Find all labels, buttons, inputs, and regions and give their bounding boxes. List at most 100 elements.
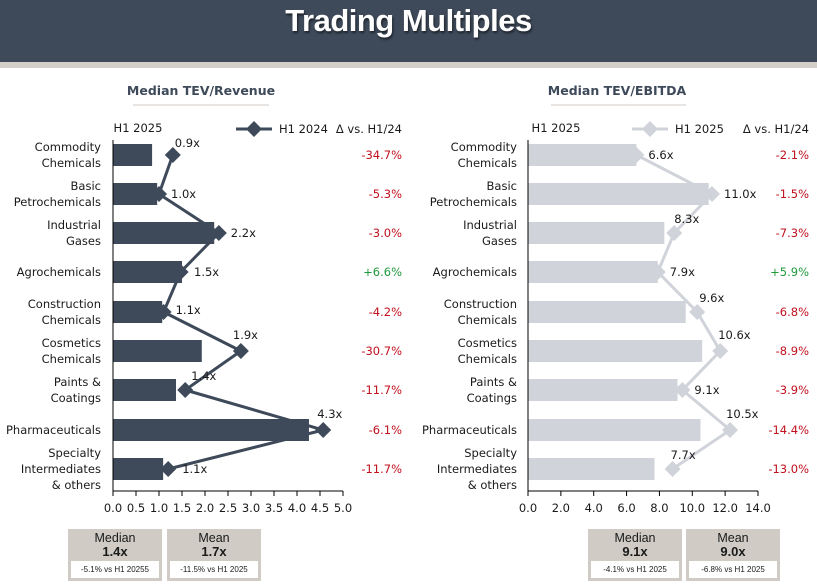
x-tick-label: 1.0 bbox=[150, 501, 168, 515]
data-label: 10.5x bbox=[726, 407, 759, 421]
category-label: Paints & bbox=[54, 375, 101, 389]
delta-column-header: Δ vs. H1/24 bbox=[743, 122, 809, 136]
summary-note: -6.8% vs H1 2025 bbox=[689, 561, 777, 578]
delta-value: -5.3% bbox=[369, 187, 402, 201]
summary-box-mean: Mean 1.7x -11.5% vs H1 2025 bbox=[167, 529, 261, 581]
x-tick-label: 0.0 bbox=[104, 501, 122, 515]
data-label: 1.1x bbox=[176, 303, 201, 317]
marker-diamond-3 bbox=[210, 225, 227, 241]
marker-diamond-2 bbox=[151, 186, 167, 202]
x-tick-label: 5.0 bbox=[334, 501, 352, 515]
data-label: 1.0x bbox=[171, 187, 196, 201]
category-label: Commodity bbox=[35, 140, 102, 154]
category-label: Agrochemicals bbox=[17, 265, 101, 279]
delta-value: -1.5% bbox=[776, 187, 809, 201]
summary-label: Mean bbox=[717, 531, 749, 545]
bar-7 bbox=[528, 379, 678, 401]
summary-value: 1.4x bbox=[102, 544, 128, 559]
category-label: Paints & bbox=[470, 375, 517, 389]
summary-note: -5.1% vs H1 20255 bbox=[71, 561, 159, 578]
bar-series-header: H1 2025 bbox=[532, 121, 581, 135]
summary-value: 1.7x bbox=[201, 544, 227, 559]
page-title: Trading Multiples bbox=[285, 3, 532, 38]
marker-diamond-3 bbox=[666, 225, 683, 241]
delta-column-header: Δ vs. H1/24 bbox=[336, 122, 402, 136]
summary-value: 9.0x bbox=[720, 544, 746, 559]
delta-value: -3.9% bbox=[776, 383, 809, 397]
x-tick-label: 0.0 bbox=[519, 501, 537, 515]
bar-9 bbox=[528, 458, 655, 480]
data-label: 1.5x bbox=[194, 265, 219, 279]
x-tick-label: 3.5 bbox=[265, 501, 283, 515]
summary-label: Median bbox=[94, 531, 136, 545]
category-label: Construction bbox=[28, 297, 101, 311]
x-tick-label: 2.0 bbox=[196, 501, 214, 515]
summary-box-median: Median 1.4x -5.1% vs H1 20255 bbox=[68, 529, 162, 581]
marker-diamond-7 bbox=[177, 382, 194, 398]
data-label: 9.1x bbox=[694, 383, 719, 397]
bar-2 bbox=[528, 183, 709, 205]
summary-label: Median bbox=[614, 531, 656, 545]
category-label: Petrochemicals bbox=[430, 195, 517, 209]
delta-value: -6.1% bbox=[369, 423, 402, 437]
category-label: Construction bbox=[444, 297, 517, 311]
delta-value: -4.2% bbox=[369, 305, 402, 319]
x-tick-label: 4.0 bbox=[288, 501, 306, 515]
marker-diamond-6 bbox=[232, 343, 249, 359]
category-label: Pharmaceuticals bbox=[422, 423, 517, 437]
bar-5 bbox=[113, 301, 163, 323]
category-label: Chemicals bbox=[42, 156, 101, 170]
data-label: 9.6x bbox=[699, 291, 724, 305]
x-tick-label: 6.0 bbox=[617, 501, 635, 515]
data-label: 1.9x bbox=[233, 328, 258, 342]
delta-value: -8.9% bbox=[776, 344, 809, 358]
category-label: Gases bbox=[66, 234, 101, 248]
category-label: Coatings bbox=[51, 391, 101, 405]
bar-9 bbox=[113, 458, 164, 480]
category-label: Commodity bbox=[451, 140, 518, 154]
data-label: 2.2x bbox=[231, 226, 256, 240]
data-label: 0.9x bbox=[175, 136, 200, 150]
legend-label: H1 2024 bbox=[279, 122, 328, 136]
category-label: Chemicals bbox=[42, 352, 101, 366]
marker-diamond-8 bbox=[315, 422, 332, 438]
category-label: Cosmetics bbox=[42, 336, 101, 350]
delta-value: -11.7% bbox=[361, 383, 402, 397]
delta-value: -2.1% bbox=[776, 148, 809, 162]
category-label: Industrial bbox=[463, 218, 517, 232]
category-label: Chemicals bbox=[458, 313, 517, 327]
header-bar: Trading Multiples bbox=[0, 0, 817, 62]
x-tick-label: 14.0 bbox=[745, 501, 771, 515]
category-label: Pharmaceuticals bbox=[6, 423, 101, 437]
bar-3 bbox=[528, 222, 665, 244]
category-label: Coatings bbox=[467, 391, 517, 405]
bar-8 bbox=[113, 419, 309, 441]
data-label: 1.4x bbox=[191, 369, 216, 383]
delta-value: -14.4% bbox=[768, 423, 809, 437]
summary-value: 9.1x bbox=[622, 544, 648, 559]
delta-value: -34.7% bbox=[361, 148, 402, 162]
category-label: Specialty bbox=[464, 446, 517, 460]
bar-series-header: H1 2025 bbox=[114, 121, 163, 135]
data-label: 8.3x bbox=[674, 212, 699, 226]
legend-diamond-icon bbox=[642, 121, 658, 137]
data-label: 7.9x bbox=[670, 265, 695, 279]
bar-5 bbox=[528, 301, 686, 323]
x-tick-label: 8.0 bbox=[650, 501, 668, 515]
summary-note: -4.1% vs H1 2025 bbox=[591, 561, 679, 578]
category-label: Petrochemicals bbox=[14, 195, 101, 209]
summary-note: -11.5% vs H1 2025 bbox=[170, 561, 258, 578]
marker-diamond-4 bbox=[649, 264, 666, 280]
category-label: Intermediates bbox=[437, 462, 517, 476]
marker-diamond-9 bbox=[160, 461, 177, 477]
x-tick-label: 2.0 bbox=[552, 501, 570, 515]
data-label: 7.7x bbox=[671, 448, 696, 462]
marker-diamond-1 bbox=[164, 147, 181, 163]
delta-value: -11.7% bbox=[361, 462, 402, 476]
category-label: Basic bbox=[71, 179, 101, 193]
x-tick-label: 2.5 bbox=[219, 501, 237, 515]
x-tick-label: 4.0 bbox=[585, 501, 603, 515]
marker-diamond-2 bbox=[704, 186, 720, 202]
category-label: Intermediates bbox=[21, 462, 101, 476]
category-label: Specialty bbox=[48, 446, 101, 460]
